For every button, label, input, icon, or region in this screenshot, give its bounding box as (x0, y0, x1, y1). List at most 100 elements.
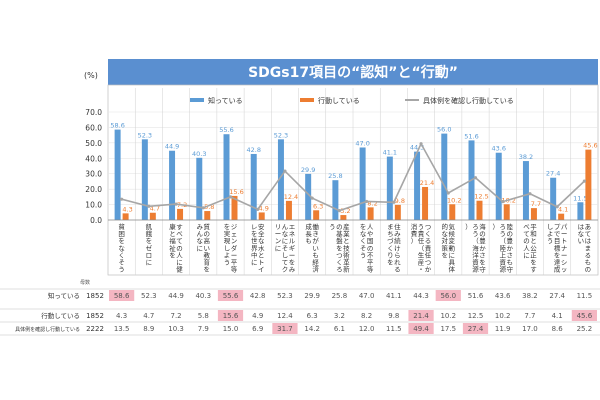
category-label: つくる責任つかう責任（生産・消費） (411, 222, 432, 274)
table-cell-value: 4.1 (552, 312, 563, 320)
bar-know-value: 56.0 (437, 126, 451, 134)
bar-act-value: 7.7 (531, 200, 541, 208)
table-row-n: 1852 (86, 312, 104, 320)
chart-title: SDGs17項目の“認知”と“行動” (108, 59, 598, 85)
bar-know (223, 134, 230, 220)
bar-act (258, 212, 265, 220)
table-cell-value: 11.5 (386, 325, 402, 333)
bar-know (114, 129, 121, 220)
line-concrete-point (283, 169, 287, 173)
y-tick-label: 60.0 (85, 123, 102, 132)
table-cell-value: 17.5 (440, 325, 456, 333)
bar-act (449, 204, 456, 220)
bar-know-value: 38.2 (519, 153, 533, 161)
category-label: 産業と技術革新の基盤をつくろう (329, 222, 350, 274)
bar-act-value: 12.5 (474, 193, 488, 201)
table-cell-highlight (217, 290, 244, 301)
table-cell-value: 11.9 (495, 325, 511, 333)
bar-know (441, 133, 448, 220)
y-tick-label: 50.0 (85, 139, 102, 148)
bar-know-value: 55.6 (219, 126, 233, 134)
bar-act (204, 211, 211, 220)
bar-know-value: 44.9 (165, 143, 179, 151)
table-cell-value: 21.4 (413, 312, 429, 320)
table-cell-highlight (109, 290, 135, 301)
bar-know-value: 11.5 (573, 194, 587, 202)
category-label: 平和と公正をすべての人に (523, 223, 537, 274)
table-cell-value: 15.0 (223, 325, 239, 333)
legend-label-concrete: 具体例を確認し行動している (423, 96, 514, 105)
y-tick-label: 10.0 (85, 201, 102, 210)
table-cell-value: 12.4 (277, 312, 293, 320)
bar-know (250, 153, 257, 220)
table-cell-value: 15.6 (223, 312, 239, 320)
bar-act (503, 204, 510, 220)
category-label: 飢餓をゼロに (146, 222, 153, 267)
table-cell-value: 4.3 (116, 312, 127, 320)
bar-know (495, 152, 502, 220)
legend-swatch-act (300, 98, 314, 102)
table-cell-value: 9.8 (388, 312, 399, 320)
bar-act-value: 4.7 (150, 205, 160, 213)
category-label: 陸の豊かさも守ろう（陸上資源） (492, 222, 513, 274)
table-cell-value: 8.2 (361, 312, 372, 320)
line-concrete-point (147, 204, 151, 208)
bar-act (231, 195, 238, 220)
y-tick-label: 20.0 (85, 185, 102, 194)
bar-act (422, 186, 429, 220)
table-cell-value: 56.0 (440, 292, 456, 300)
bar-know-value: 51.6 (464, 132, 478, 140)
bar-know-value: 40.3 (192, 150, 206, 158)
table-cell-value: 5.8 (198, 312, 209, 320)
table-cell-highlight (571, 310, 597, 321)
category-label: すべての人に健康と福祉を (169, 222, 183, 274)
table-cell-value: 45.6 (577, 312, 593, 320)
table-cell-value: 3.2 (334, 312, 345, 320)
table-cell-value: 51.6 (468, 292, 484, 300)
bar-know-value: 47.0 (355, 139, 369, 147)
category-label: 貧困をなくそう (118, 222, 125, 274)
table-cell-value: 12.0 (359, 325, 375, 333)
line-concrete-point (555, 205, 559, 209)
table-cell-value: 58.6 (114, 292, 130, 300)
table-cell-highlight (462, 323, 489, 334)
bar-know (359, 147, 366, 220)
table-cell-value: 27.4 (468, 325, 484, 333)
table-cell-value: 17.0 (522, 325, 538, 333)
bar-know-value: 42.8 (246, 146, 260, 154)
bar-act-value: 4.9 (259, 204, 269, 212)
table-cell-value: 14.2 (304, 325, 320, 333)
category-label: 気候変動に具体的な対策を (442, 222, 456, 274)
table-row-label: 行動している (41, 311, 80, 320)
table-cell-value: 49.4 (413, 325, 429, 333)
bar-act-value: 15.6 (229, 188, 243, 196)
bar-know-value: 52.3 (274, 131, 288, 139)
table-cell-value: 13.5 (114, 325, 130, 333)
bar-know (141, 139, 148, 220)
table-cell-value: 40.3 (195, 292, 211, 300)
table-cell-value: 12.5 (468, 312, 484, 320)
bar-act-value: 10.2 (447, 196, 461, 204)
bar-know-value: 58.6 (110, 122, 124, 130)
y-tick-label: 0.0 (90, 216, 102, 225)
table-cell-value: 25.2 (577, 325, 593, 333)
bar-act-value: 8.2 (367, 199, 377, 207)
category-label: 海の豊かさを守ろう（海洋資源） (465, 222, 486, 274)
bar-know-value: 25.8 (328, 172, 342, 180)
bar-know (414, 151, 421, 220)
line-concrete-point (120, 197, 124, 201)
bar-act-value: 5.8 (204, 203, 214, 211)
line-concrete-point (201, 206, 205, 210)
table-cell-value: 10.2 (440, 312, 456, 320)
bar-act (394, 204, 401, 220)
line-concrete-point (256, 207, 260, 211)
table-cell-value: 10.2 (495, 312, 511, 320)
bar-know-value: 29.9 (301, 166, 315, 174)
table-cell-value: 31.7 (277, 325, 293, 333)
legend-label-know: 知っている (208, 96, 243, 105)
category-label: パートナーシップで目標を達成しよう (547, 223, 568, 274)
bar-act (340, 215, 347, 220)
line-concrete-point (419, 142, 423, 146)
